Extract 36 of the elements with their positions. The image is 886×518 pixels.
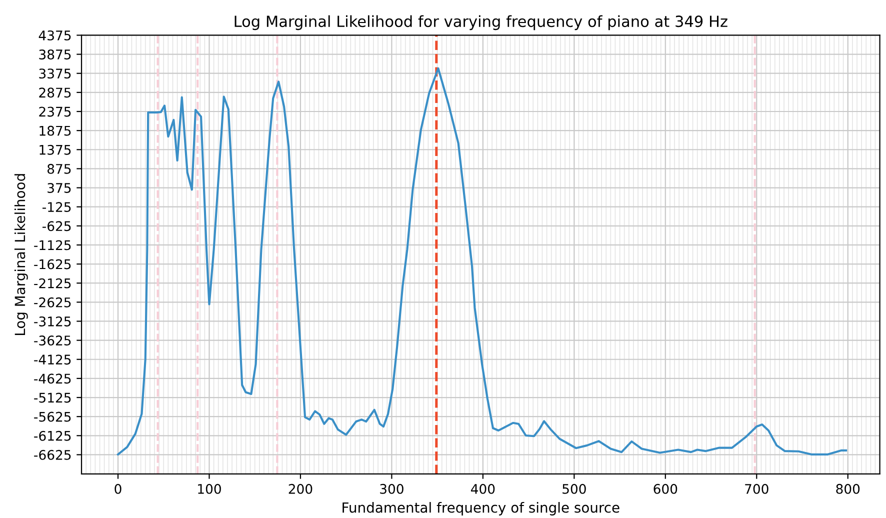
- x-tick-label: 400: [470, 484, 495, 494]
- line-series: [116, 67, 848, 456]
- x-tick-label: 0: [114, 484, 122, 494]
- y-tick-label: -3125: [34, 316, 71, 326]
- y-tick-label: -1625: [34, 259, 71, 270]
- y-tick-label: -125: [42, 202, 71, 212]
- y-tick-label: 2875: [39, 88, 71, 98]
- y-tick-label: -5625: [34, 412, 71, 422]
- y-tick-label: 3875: [39, 50, 71, 60]
- x-tick-label: 800: [836, 484, 860, 494]
- y-tick-label: 375: [48, 182, 71, 193]
- y-tick-label: -4625: [34, 374, 71, 384]
- x-tick-label: 700: [745, 484, 768, 494]
- x-tick-label: 200: [288, 484, 312, 494]
- y-tick-label: 2375: [39, 106, 71, 117]
- y-tick-label: 1875: [40, 126, 71, 136]
- x-axis-title: Fundamental frequency of single source: [342, 502, 620, 516]
- y-tick-label: 1375: [40, 144, 71, 155]
- x-tick-label: 500: [562, 484, 586, 494]
- y-tick-label: -6125: [34, 430, 71, 441]
- y-tick-label: -625: [42, 221, 71, 232]
- y-tick-label: -3625: [34, 336, 71, 346]
- y-axis-title: Log Marginal Likelihood: [14, 174, 28, 335]
- y-tick-label: -5125: [34, 392, 71, 403]
- y-tick-label: 3375: [39, 68, 71, 79]
- y-tick-label: -2125: [34, 278, 71, 288]
- y-tick-label: -6625: [34, 450, 71, 460]
- x-tick-label: 100: [198, 484, 221, 494]
- y-tick-label: -4125: [34, 354, 71, 365]
- x-tick-label: 300: [380, 484, 404, 494]
- y-tick-label: 4375: [38, 30, 71, 40]
- chart-title: Log Marginal Likelihood for varying frequency of piano at 349 Hz: [234, 15, 728, 30]
- y-tick-label: 875: [48, 164, 71, 174]
- y-tick-label: -1125: [34, 240, 71, 250]
- y-tick-label: -2625: [34, 297, 71, 308]
- x-tick-label: 600: [654, 484, 678, 494]
